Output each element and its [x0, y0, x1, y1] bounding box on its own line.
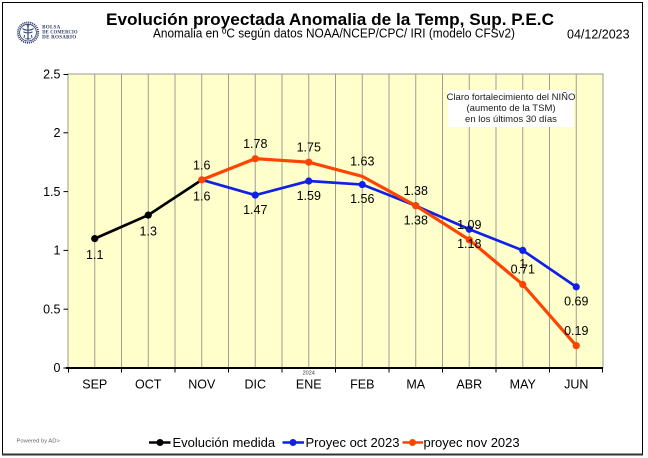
svg-text:MA: MA: [406, 378, 425, 392]
svg-text:JUN: JUN: [564, 378, 588, 392]
svg-text:NOV: NOV: [188, 378, 216, 392]
svg-text:04/12/2023: 04/12/2023: [567, 28, 630, 42]
svg-text:1.3: 1.3: [140, 224, 157, 238]
svg-text:proyec nov 2023: proyec nov 2023: [424, 435, 520, 450]
svg-text:BOLSA: BOLSA: [42, 26, 60, 31]
svg-text:1.09: 1.09: [457, 218, 481, 232]
svg-text:1.59: 1.59: [297, 189, 321, 203]
svg-text:Evolución proyectada Anomalia: Evolución proyectada Anomalia de la Temp…: [106, 11, 554, 29]
svg-text:1.38: 1.38: [404, 213, 428, 227]
svg-text:2024: 2024: [303, 371, 315, 377]
svg-text:1.1: 1.1: [86, 248, 103, 262]
svg-text:1: 1: [54, 244, 61, 258]
svg-text:0.19: 0.19: [564, 324, 588, 338]
svg-text:0.5: 0.5: [43, 302, 60, 316]
svg-text:Anomalia en ºC según datos NOA: Anomalia en ºC según datos NOAA/NCEP/CPC…: [153, 26, 515, 41]
svg-text:1.63: 1.63: [350, 155, 374, 169]
svg-text:en los últimos 30 días: en los últimos 30 días: [465, 114, 557, 125]
svg-text:SEP: SEP: [82, 378, 107, 392]
svg-text:1.78: 1.78: [243, 137, 267, 151]
svg-text:MAY: MAY: [510, 378, 537, 392]
svg-text:1.56: 1.56: [350, 192, 374, 206]
svg-text:1.75: 1.75: [297, 140, 321, 154]
svg-text:Evolución medida: Evolución medida: [173, 435, 276, 450]
svg-text:1.38: 1.38: [404, 184, 428, 198]
svg-text:1.47: 1.47: [243, 203, 267, 217]
svg-text:0: 0: [54, 361, 61, 375]
svg-text:DIC: DIC: [244, 378, 266, 392]
svg-text:OCT: OCT: [135, 378, 162, 392]
svg-text:0.71: 0.71: [511, 263, 535, 277]
svg-text:1.6: 1.6: [193, 158, 210, 172]
svg-text:ABR: ABR: [456, 378, 482, 392]
svg-text:2.5: 2.5: [43, 68, 60, 82]
svg-text:ENE: ENE: [296, 378, 322, 392]
svg-text:1.6: 1.6: [193, 190, 210, 204]
svg-text:1.18: 1.18: [457, 237, 481, 251]
svg-text:Claro fortalecimiento del NIÑO: Claro fortalecimiento del NIÑO: [447, 92, 576, 103]
svg-text:2: 2: [54, 126, 61, 140]
svg-text:(aumento de la TSM): (aumento de la TSM): [466, 103, 555, 114]
svg-text:DE ROSARIO: DE ROSARIO: [42, 35, 76, 40]
svg-text:0.69: 0.69: [564, 295, 588, 309]
svg-text:1.5: 1.5: [43, 185, 60, 199]
svg-text:FEB: FEB: [350, 378, 374, 392]
svg-text:1: 1: [519, 257, 526, 271]
svg-text:Powered by AD>: Powered by AD>: [17, 439, 61, 445]
svg-text:DE COMERCIO: DE COMERCIO: [42, 30, 77, 35]
svg-text:Proyec oct 2023: Proyec oct 2023: [306, 435, 400, 450]
